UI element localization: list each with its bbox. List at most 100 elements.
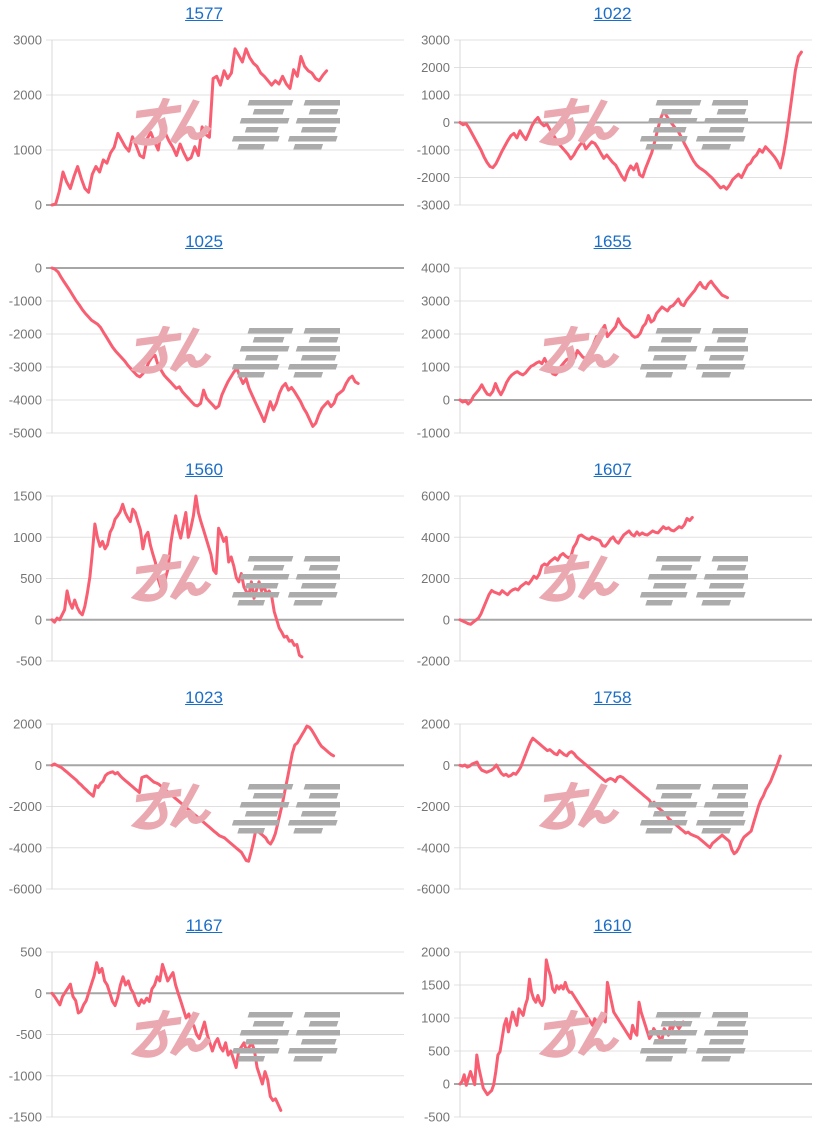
y-tick-label: 3000: [421, 294, 450, 309]
y-tick-label: 2000: [13, 88, 42, 103]
machine-number-link[interactable]: 1560: [185, 460, 223, 479]
y-tick-label: -3000: [9, 360, 42, 375]
series-line: [50, 494, 304, 659]
machine-number-link[interactable]: 1023: [185, 688, 223, 707]
line-chart: 0 -1000 -2000 -3000 -4000 -5000: [0, 256, 408, 452]
series-line: [458, 516, 694, 626]
y-tick-label: -2000: [417, 170, 450, 185]
y-tick-label: -1500: [9, 1110, 42, 1125]
y-tick-label: 3000: [421, 33, 450, 48]
machine-number-link[interactable]: 1655: [593, 232, 632, 251]
line-chart: 4000 3000 2000 1000 0 -1000: [408, 256, 816, 452]
y-tick-label: -6000: [9, 882, 42, 897]
y-tick-label: 6000: [421, 489, 450, 504]
y-tick-label: -3000: [417, 198, 450, 213]
series-line: [458, 958, 687, 1097]
chart-cell: 1022 3000 2000 1000 0 -1000 -2000 -3000: [408, 0, 817, 228]
line-chart: 500 0 -500 -1000 -1500: [0, 940, 408, 1136]
y-tick-label: -1000: [417, 426, 450, 441]
chart-title-row: 1577: [0, 0, 408, 28]
y-tick-label: 0: [443, 393, 450, 408]
chart-cell: 1023 2000 0 -2000 -4000 -6000: [0, 684, 408, 912]
y-tick-label: -5000: [9, 426, 42, 441]
y-tick-label: -1000: [9, 1068, 42, 1083]
y-tick-label: 1000: [421, 360, 450, 375]
y-tick-label: 1500: [421, 978, 450, 993]
machine-number-link[interactable]: 1577: [185, 4, 223, 23]
chart-title-row: 1023: [0, 684, 408, 712]
chart-svg: 0 -1000 -2000 -3000 -4000 -5000: [9, 261, 404, 441]
chart-title-row: 1560: [0, 456, 408, 484]
y-tick-label: -500: [16, 654, 42, 669]
machine-number-link[interactable]: 1025: [185, 232, 223, 251]
series-line: [50, 961, 283, 1112]
line-chart: 2000 0 -2000 -4000 -6000: [408, 712, 816, 908]
y-tick-label: 500: [20, 571, 42, 586]
chart-svg: 6000 4000 2000 0 -2000: [417, 489, 812, 669]
machine-number-link[interactable]: 1607: [593, 460, 632, 479]
chart-cell: 1577 3000 2000 1000 0: [0, 0, 408, 228]
y-tick-label: -4000: [9, 393, 42, 408]
chart-title-row: 1655: [408, 228, 817, 256]
y-tick-label: -2000: [9, 799, 42, 814]
series-line: [50, 266, 360, 428]
chart-svg: 3000 2000 1000 0 -1000 -2000 -3000: [417, 33, 812, 213]
y-tick-label: 1000: [421, 88, 450, 103]
chart-svg: 2000 1500 1000 500 0 -500: [421, 945, 812, 1125]
y-tick-label: 1000: [13, 143, 42, 158]
y-tick-label: 0: [35, 986, 42, 1001]
y-tick-label: -2000: [417, 654, 450, 669]
y-tick-label: -2000: [417, 799, 450, 814]
y-tick-label: -2000: [9, 327, 42, 342]
chart-cell: 1655 4000 3000 2000 1000 0 -1000: [408, 228, 817, 456]
line-chart: 1500 1000 500 0 -500: [0, 484, 408, 680]
line-chart: 2000 0 -2000 -4000 -6000: [0, 712, 408, 908]
y-tick-label: 4000: [421, 261, 450, 276]
chart-title-row: 1610: [408, 912, 817, 940]
y-tick-label: 4000: [421, 530, 450, 545]
chart-cell: 1758 2000 0 -2000 -4000 -6000: [408, 684, 817, 912]
series-line: [458, 279, 729, 406]
y-tick-label: 1000: [421, 1011, 450, 1026]
chart-title-row: 1167: [0, 912, 408, 940]
y-tick-label: 2000: [421, 60, 450, 75]
y-tick-label: 0: [443, 758, 450, 773]
y-tick-label: -500: [424, 1110, 450, 1125]
chart-svg: 2000 0 -2000 -4000 -6000: [417, 717, 812, 897]
y-tick-label: -4000: [9, 840, 42, 855]
machine-number-link[interactable]: 1022: [593, 4, 632, 23]
y-tick-label: 2000: [421, 327, 450, 342]
machine-number-link[interactable]: 1758: [593, 688, 632, 707]
y-tick-label: 0: [443, 612, 450, 627]
chart-title-row: 1022: [408, 0, 817, 28]
chart-svg: 3000 2000 1000 0: [13, 33, 404, 213]
machine-number-link[interactable]: 1610: [593, 916, 632, 935]
y-tick-label: -1000: [9, 294, 42, 309]
line-chart: 3000 2000 1000 0: [0, 28, 408, 224]
y-tick-label: 500: [20, 945, 42, 960]
machine-number-link[interactable]: 1167: [185, 916, 223, 935]
y-tick-label: 1500: [13, 489, 42, 504]
series-line: [50, 47, 329, 207]
chart-svg: 1500 1000 500 0 -500: [13, 489, 404, 669]
line-chart: 6000 4000 2000 0 -2000: [408, 484, 816, 680]
series-line: [458, 50, 803, 191]
y-tick-label: 2000: [13, 717, 42, 732]
y-tick-label: 0: [443, 1077, 450, 1092]
y-tick-label: 0: [35, 758, 42, 773]
series-line: [50, 724, 336, 863]
chart-cell: 1025 0 -1000 -2000 -3000 -4000 -5000: [0, 228, 408, 456]
chart-cell: 1610 2000 1500 1000 500 0 -500: [408, 912, 817, 1140]
y-tick-label: -500: [16, 1027, 42, 1042]
y-tick-label: -6000: [417, 882, 450, 897]
line-chart: 3000 2000 1000 0 -1000 -2000 -3000: [408, 28, 816, 224]
chart-cell: 1607 6000 4000 2000 0 -2000: [408, 456, 817, 684]
chart-svg: 2000 0 -2000 -4000 -6000: [9, 717, 404, 897]
chart-cell: 1560 1500 1000 500 0 -500: [0, 456, 408, 684]
chart-svg: 500 0 -500 -1000 -1500: [9, 945, 404, 1125]
y-tick-label: 2000: [421, 571, 450, 586]
y-tick-label: 500: [428, 1044, 450, 1059]
y-tick-label: 2000: [421, 717, 450, 732]
y-tick-label: 2000: [421, 945, 450, 960]
